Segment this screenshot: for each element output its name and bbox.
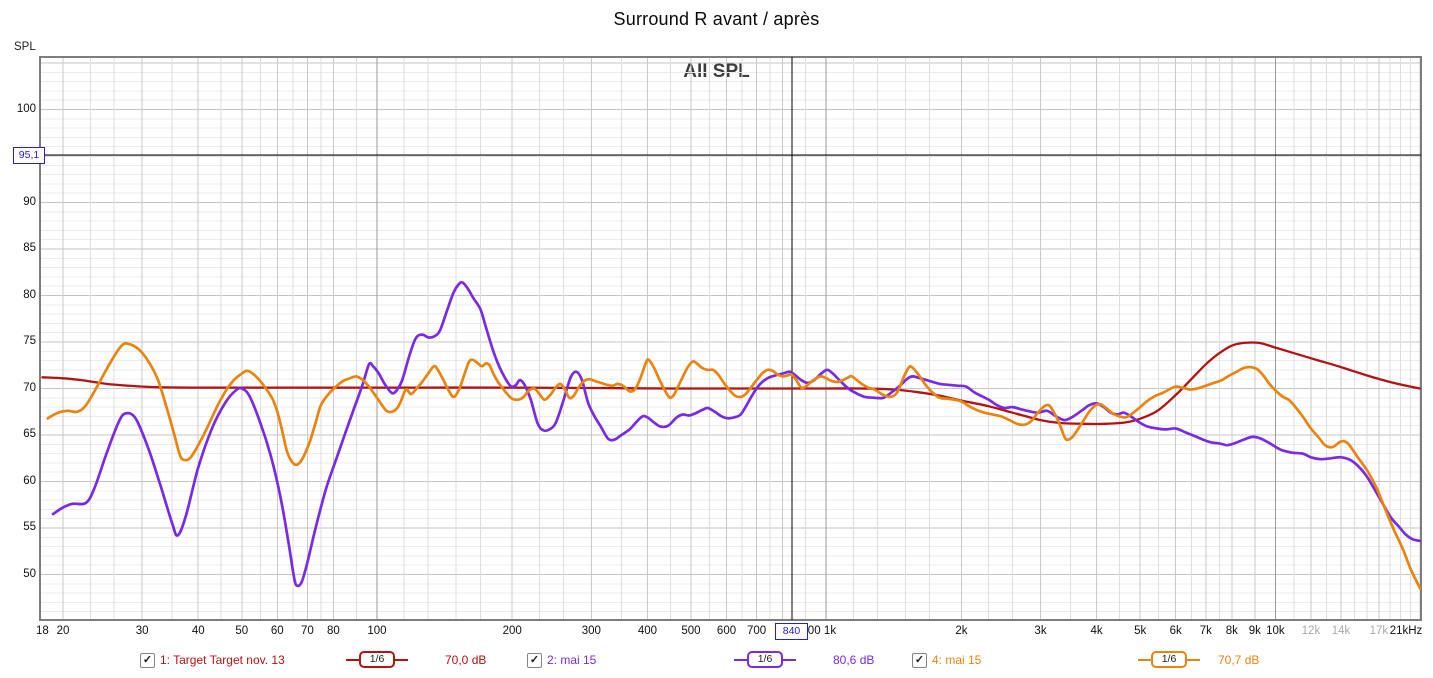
legend-checkbox-2[interactable]: ✓	[527, 653, 542, 668]
curve-measurement-2	[51, 280, 1421, 588]
x-tick-label: 700	[747, 625, 767, 637]
smoothing-value: 1/6	[359, 651, 395, 668]
check-icon: ✓	[914, 654, 925, 666]
x-tick-label: 7k	[1199, 625, 1212, 637]
curves	[41, 280, 1421, 590]
y-tick-label: 50	[23, 567, 36, 580]
x-tick-label: 17k	[1369, 625, 1389, 637]
y-tick-label: 65	[23, 428, 36, 440]
spl-cursor-marker[interactable]: 95,1	[13, 147, 45, 164]
smoothing-value: 1/6	[747, 651, 783, 668]
x-tick-label: 3k	[1034, 625, 1047, 637]
x-tick-label: 600	[716, 625, 737, 637]
badge-line-left	[1138, 658, 1151, 661]
page-title: Surround R avant / après	[613, 9, 820, 29]
smoothing-badge-1[interactable]: 1/6	[346, 651, 408, 668]
legend-label-2: 2: mai 15	[547, 653, 597, 667]
badge-line-right	[1187, 658, 1200, 661]
badge-line-left	[346, 658, 359, 661]
legend-label-1: 1: Target Target nov. 13	[160, 653, 285, 667]
y-tick-label: 100	[16, 102, 36, 115]
badge-line-right	[783, 658, 796, 661]
y-tick-label: 70	[23, 381, 36, 394]
x-tick-label: 60	[270, 625, 284, 637]
x-tick-label: 200	[502, 625, 522, 637]
y-tick-label: 80	[23, 288, 36, 301]
x-tick-label: 5k	[1134, 625, 1147, 637]
gridlines	[40, 57, 1421, 620]
x-tick-label: 1k	[823, 625, 837, 637]
x-tick-label: 4k	[1090, 625, 1103, 637]
legend-label-3: 4: mai 15	[932, 653, 982, 667]
legend-checkbox-1[interactable]: ✓	[140, 653, 155, 668]
x-tick-label: 18	[36, 625, 49, 637]
legend-checkbox-3[interactable]: ✓	[912, 653, 927, 668]
x-tick-label: 30	[135, 625, 149, 637]
x-tick-label: 9k	[1248, 625, 1261, 637]
y-tick-label: 75	[23, 335, 36, 347]
x-tick-label: 14k	[1331, 625, 1351, 637]
y-tick-label: 55	[23, 521, 36, 533]
smoothing-badge-2[interactable]: 1/6	[734, 651, 796, 668]
smoothing-value: 1/6	[1151, 651, 1187, 668]
x-tick-label: 70	[300, 625, 314, 637]
chart-overlay-label: All SPL	[683, 61, 750, 82]
x-tick-label: 50	[235, 625, 249, 637]
plot-frame	[39, 56, 1422, 621]
freq-cursor-marker[interactable]: 840	[775, 623, 808, 640]
x-tick-label: 2k	[955, 625, 968, 637]
x-tick-label: 300	[581, 625, 601, 637]
legend: ✓ 1: Target Target nov. 13 1/6 70,0 dB ✓ 2: m…	[0, 646, 1433, 678]
curve-target	[41, 341, 1421, 426]
x-tick-label: 8k	[1225, 625, 1238, 637]
x-tick-label: 40	[191, 625, 205, 637]
x-tick-label: 400	[637, 625, 658, 637]
y-axis-title: SPL	[14, 41, 36, 53]
check-icon: ✓	[529, 654, 540, 666]
x-tick-label: 100	[367, 625, 387, 637]
x-tick-label: 10k	[1266, 625, 1285, 637]
legend-value-1: 70,0 dB	[445, 653, 487, 667]
badge-line-right	[395, 658, 408, 661]
legend-value-3: 70,7 dB	[1218, 653, 1260, 667]
y-tick-label: 90	[23, 195, 36, 208]
check-icon: ✓	[142, 654, 153, 666]
x-tick-label: 20	[56, 625, 70, 637]
y-tick-label: 60	[23, 474, 36, 487]
badge-line-left	[734, 658, 747, 661]
x-tick-label: 21kHz	[1389, 625, 1423, 637]
y-tick-label: 85	[23, 242, 36, 254]
legend-value-2: 80,6 dB	[833, 653, 875, 667]
x-tick-label: 6k	[1169, 625, 1182, 637]
smoothing-badge-3[interactable]: 1/6	[1138, 651, 1200, 668]
x-tick-label: 500	[681, 625, 701, 637]
x-tick-label: 80	[327, 625, 340, 637]
curve-measurement-4	[46, 341, 1421, 590]
x-tick-label: 12k	[1301, 625, 1321, 637]
